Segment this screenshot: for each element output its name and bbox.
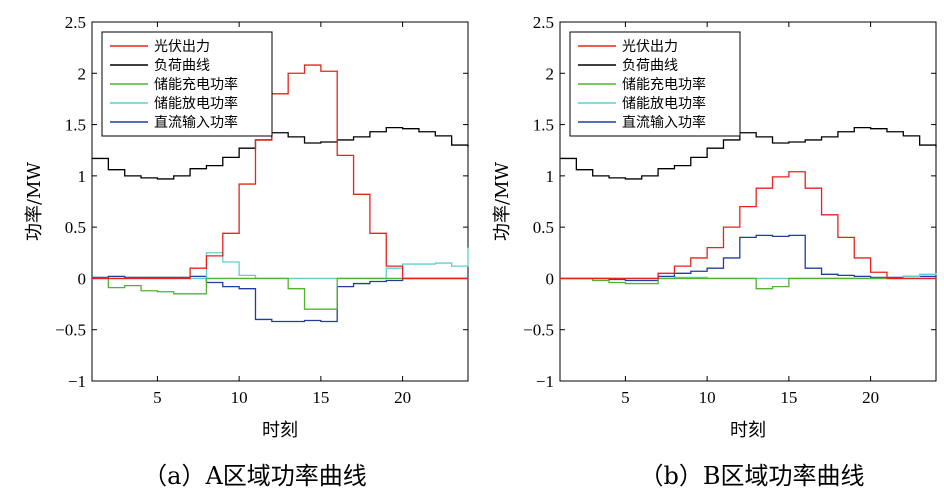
- legend-label-1: 负荷曲线: [622, 58, 678, 74]
- y-tick-label: 0: [546, 269, 555, 288]
- y-axis-label: 功率/MW: [492, 162, 513, 241]
- series-line-3: [92, 247, 469, 280]
- y-tick-label: 0: [78, 269, 87, 288]
- y-tick-label: 1: [546, 167, 555, 186]
- legend-label-1: 负荷曲线: [154, 58, 210, 74]
- x-tick-label: 15: [312, 388, 329, 407]
- x-axis-label: 时刻: [730, 420, 766, 441]
- y-tick-label: 1.5: [533, 116, 554, 135]
- y-tick-label: 2: [546, 64, 555, 83]
- x-tick-label: 10: [699, 388, 716, 407]
- y-tick-label: −1: [68, 372, 86, 391]
- x-tick-label: 5: [153, 388, 162, 407]
- legend-label-3: 储能放电功率: [622, 95, 706, 112]
- series-line-2: [92, 277, 468, 310]
- x-tick-label: 5: [621, 388, 630, 407]
- y-tick-label: 2: [78, 64, 87, 83]
- legend-box: [101, 31, 273, 137]
- y-tick-label: −1: [536, 372, 554, 391]
- legend-label-2: 储能充电功率: [622, 76, 706, 93]
- legend-label-4: 直流输入功率: [154, 114, 238, 131]
- series-line-0: [560, 171, 936, 280]
- series-line-1: [92, 126, 469, 180]
- legend-label-3: 储能放电功率: [154, 95, 238, 112]
- x-axis-label: 时刻: [262, 420, 298, 441]
- y-axis-label: 功率/MW: [24, 162, 45, 241]
- legend-label-4: 直流输入功率: [622, 114, 706, 131]
- legend-label-2: 储能充电功率: [154, 76, 238, 93]
- plot-frame: [559, 21, 937, 382]
- chart-b: 5 10 15 20 −1 −0.5 0 0.5 1 1.5 2 2.5 时刻 功率/MW 光伏出力负荷曲线…: [492, 13, 937, 441]
- plot-frame: [91, 21, 469, 382]
- series-line-1: [560, 126, 937, 180]
- series-line-0: [92, 64, 468, 280]
- series-line-4: [560, 234, 936, 282]
- y-tick-label: 2.5: [533, 13, 554, 32]
- y-tick-label: −0.5: [55, 321, 86, 340]
- chart-a: 5 10 15 20 −1 −0.5 0 0.5 1 1.5 2 2.5 时刻 功率/MW 光伏出力负荷曲线…: [24, 13, 469, 441]
- caption-a: （a）A区域功率曲线: [143, 462, 367, 490]
- series-line-4: [92, 275, 469, 323]
- legend-label-0: 光伏出力: [154, 39, 210, 55]
- y-tick-label: 0.5: [65, 218, 86, 237]
- series-line-2: [560, 277, 936, 290]
- x-tick-label: 20: [862, 388, 879, 407]
- x-tick-label: 20: [394, 388, 411, 407]
- y-tick-label: 1.5: [65, 116, 86, 135]
- caption-b: （b）B区域功率曲线: [640, 462, 865, 490]
- y-tick-label: 2.5: [65, 13, 86, 32]
- x-tick-label: 15: [780, 388, 797, 407]
- y-tick-label: 0.5: [533, 218, 554, 237]
- y-tick-label: −0.5: [523, 321, 554, 340]
- y-tick-label: 1: [78, 167, 87, 186]
- legend-label-0: 光伏出力: [622, 39, 678, 55]
- x-tick-label: 10: [231, 388, 248, 407]
